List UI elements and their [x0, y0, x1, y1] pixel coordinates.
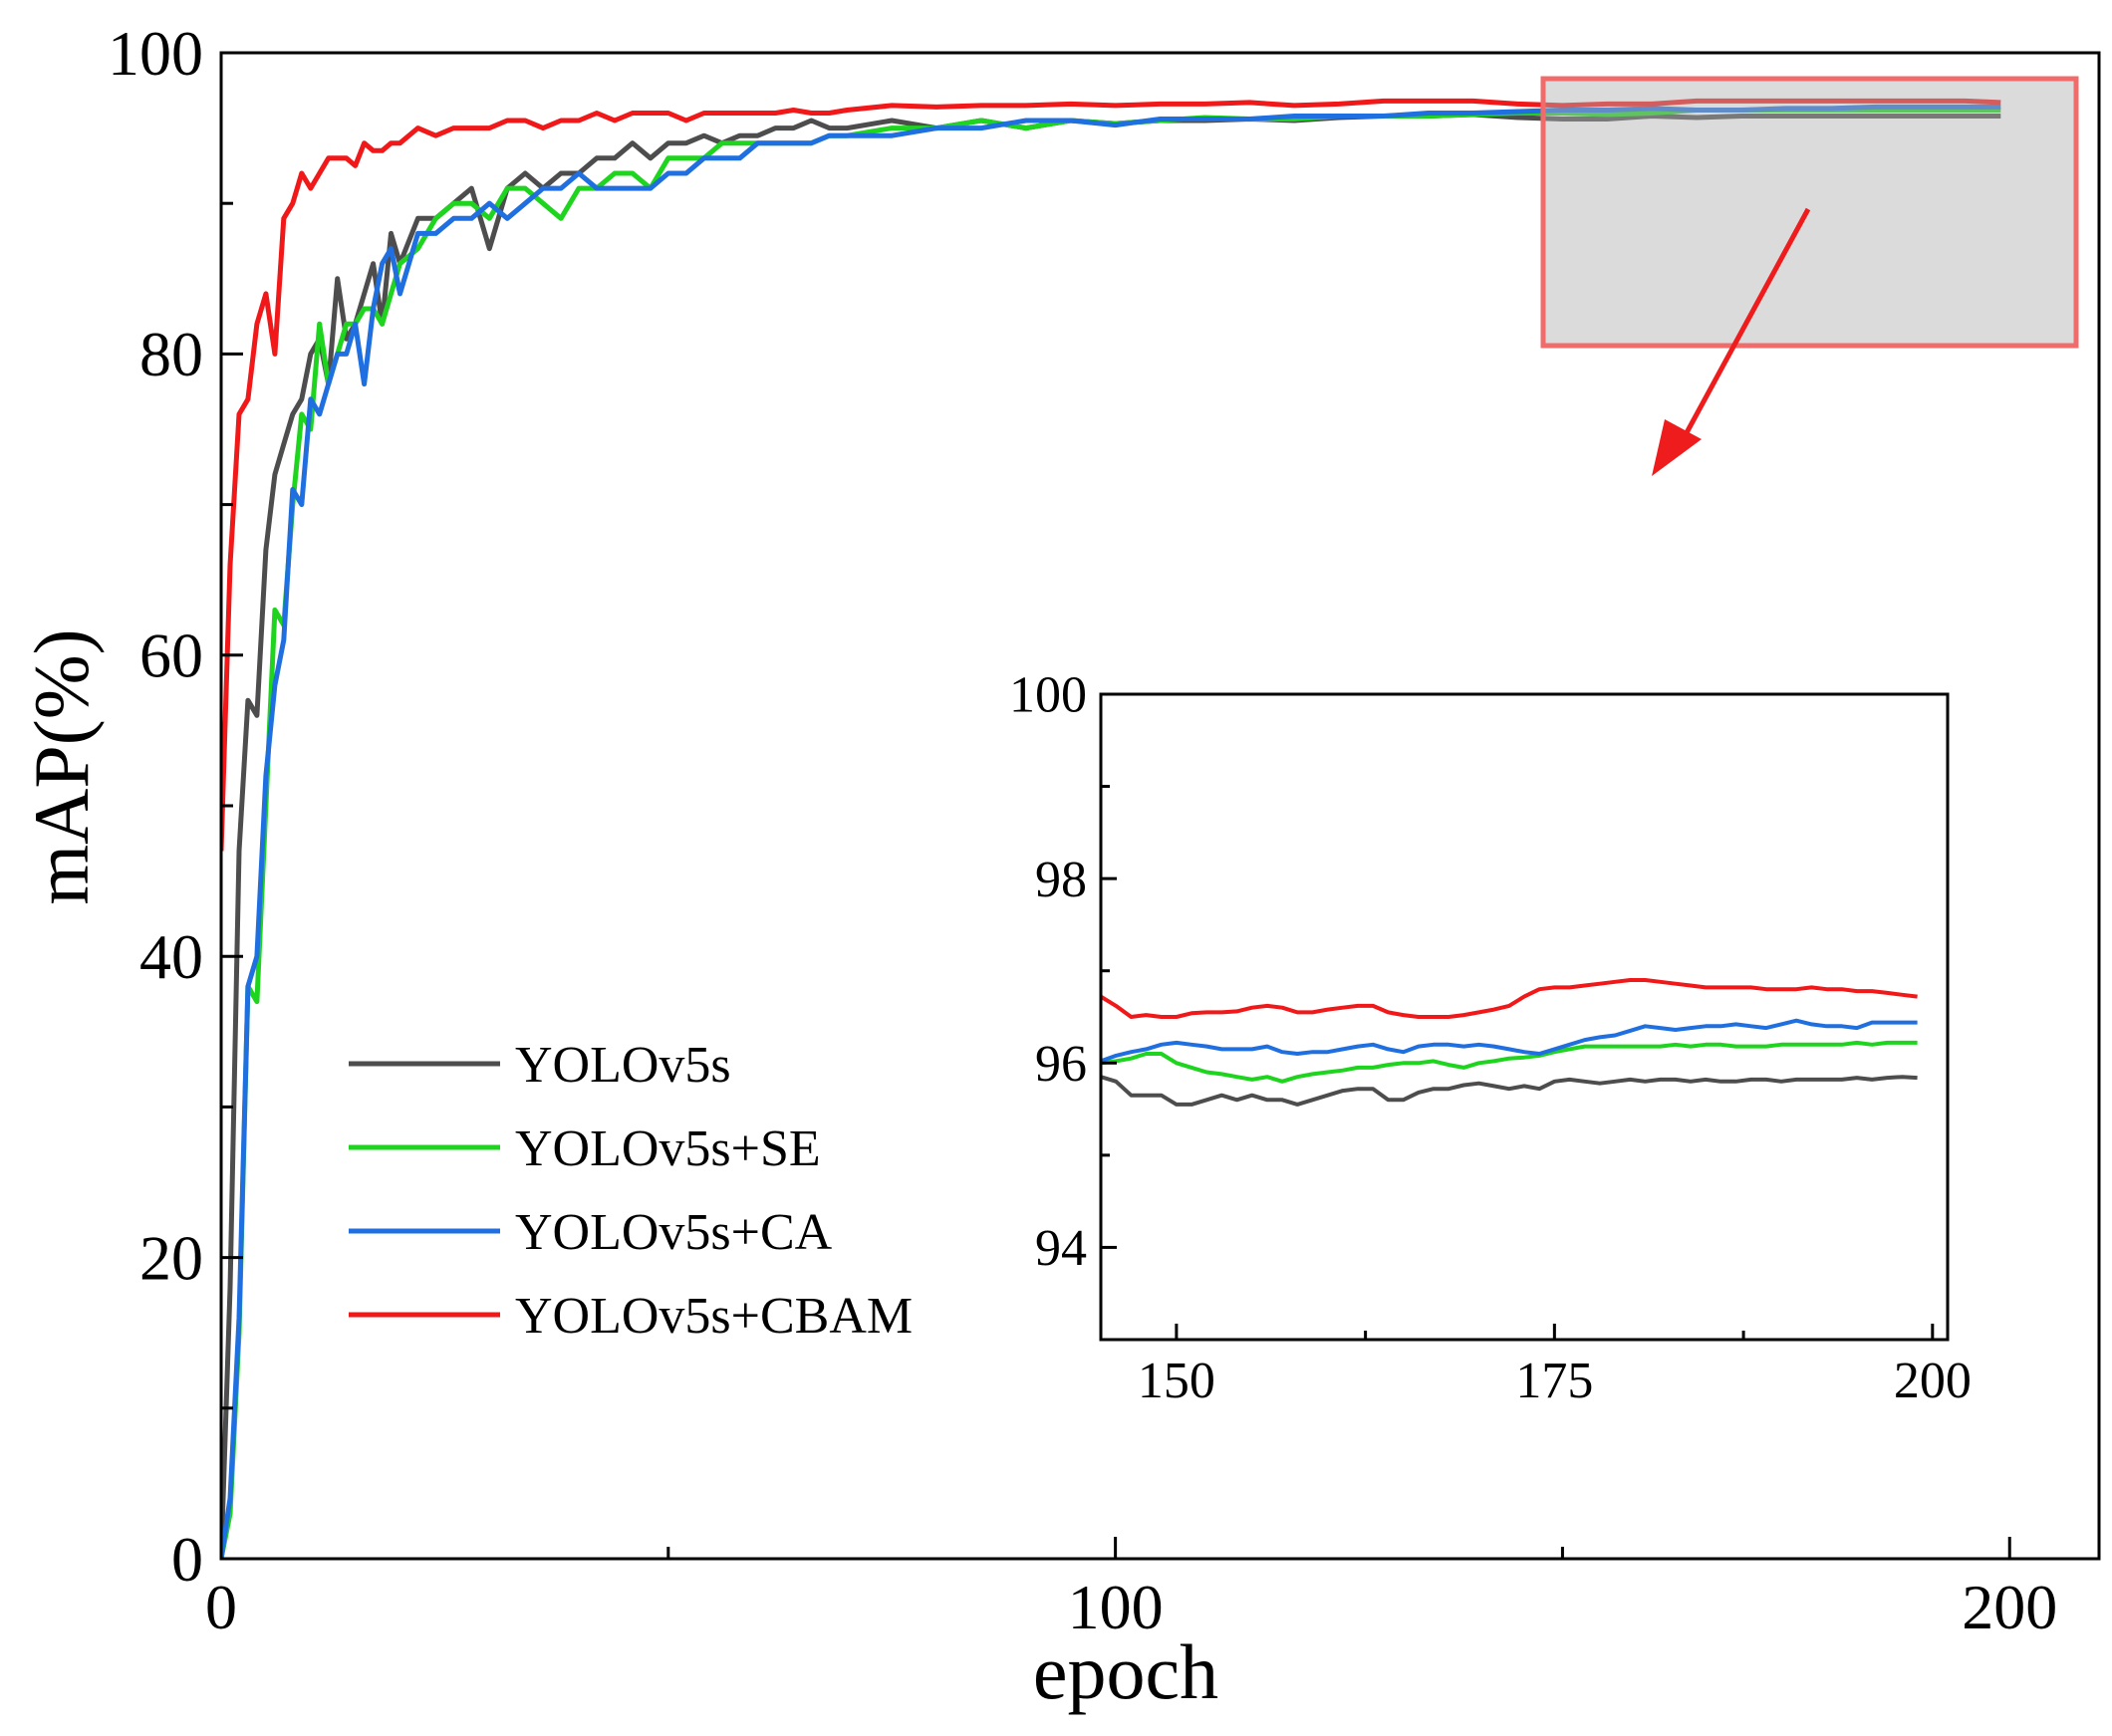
- main-x-tick-label: 100: [1068, 1572, 1164, 1642]
- main-y-tick-label: 40: [139, 921, 203, 992]
- zoom-highlight-box: [1540, 76, 2079, 349]
- legend-item-yolov5s-cbam: YOLOv5s+CBAM: [349, 1288, 913, 1345]
- main-y-tick-label: 100: [108, 18, 203, 89]
- main-y-tick-label: 60: [139, 620, 203, 691]
- main-x-tick-label: 200: [1962, 1572, 2057, 1642]
- legend-item-yolov5s-se: YOLOv5s+SE: [349, 1120, 821, 1177]
- inset-plot-frame: [1099, 692, 1950, 1342]
- inset-background: [1101, 694, 1948, 1340]
- legend-label: YOLOv5s+SE: [515, 1120, 821, 1177]
- inset-y-tick-label: 100: [1009, 667, 1087, 724]
- legend-label: YOLOv5s: [515, 1037, 731, 1094]
- zoom-arrow-line: [1681, 207, 1811, 440]
- inset-x-tick-label: 200: [1894, 1353, 1972, 1409]
- inset-y-tick-label: 94: [1035, 1220, 1087, 1277]
- zoom-arrow-head: [1652, 419, 1702, 476]
- main-x-tick-label: 0: [205, 1572, 237, 1642]
- inset-x-tick-label: 175: [1515, 1353, 1593, 1409]
- legend: YOLOv5s YOLOv5s+SE YOLOv5s+CA YOLOv5s+CBAM: [349, 1037, 913, 1345]
- inset-series-group: [1101, 978, 1918, 1107]
- zoom-highlight-region: [1540, 76, 2079, 476]
- x-axis-title: epoch: [1033, 1628, 1218, 1715]
- inset-y-tick-label: 98: [1035, 852, 1087, 908]
- main-y-tick-label: 80: [139, 319, 203, 389]
- inset-series-line-yolov5s-se: [1101, 1040, 1918, 1084]
- inset-axes: 150 175 200 94 96 98 100: [1009, 667, 1972, 1409]
- legend-item-yolov5s: YOLOv5s: [349, 1037, 731, 1094]
- main-series-group: [221, 98, 2001, 1559]
- inset-y-tick-label: 96: [1035, 1036, 1087, 1093]
- legend-label: YOLOv5s+CBAM: [515, 1288, 913, 1345]
- main-axes: 0 100 200 0 20 40 60 80 100: [108, 18, 2057, 1642]
- main-series-line-yolov5s-ca: [221, 104, 2001, 1559]
- y-axis-title: mAP(%): [18, 628, 105, 904]
- main-chart: 0 100 200 0 20 40 60 80 100 epoch mAP(%): [18, 18, 2101, 1715]
- inset-series-line-yolov5s: [1101, 1075, 1918, 1107]
- inset-series-line-yolov5s-cbam: [1101, 978, 1918, 1019]
- inset-x-tick-label: 150: [1138, 1353, 1215, 1409]
- legend-item-yolov5s-ca: YOLOv5s+CA: [349, 1204, 833, 1261]
- main-y-tick-label: 20: [139, 1222, 203, 1293]
- inset-series-line-yolov5s-ca: [1101, 1018, 1918, 1064]
- inset-chart: 150 175 200 94 96 98 100: [1009, 667, 1972, 1409]
- main-series-line-yolov5s-cbam: [221, 98, 2001, 852]
- legend-label: YOLOv5s+CA: [515, 1204, 833, 1261]
- main-y-tick-label: 0: [171, 1524, 203, 1595]
